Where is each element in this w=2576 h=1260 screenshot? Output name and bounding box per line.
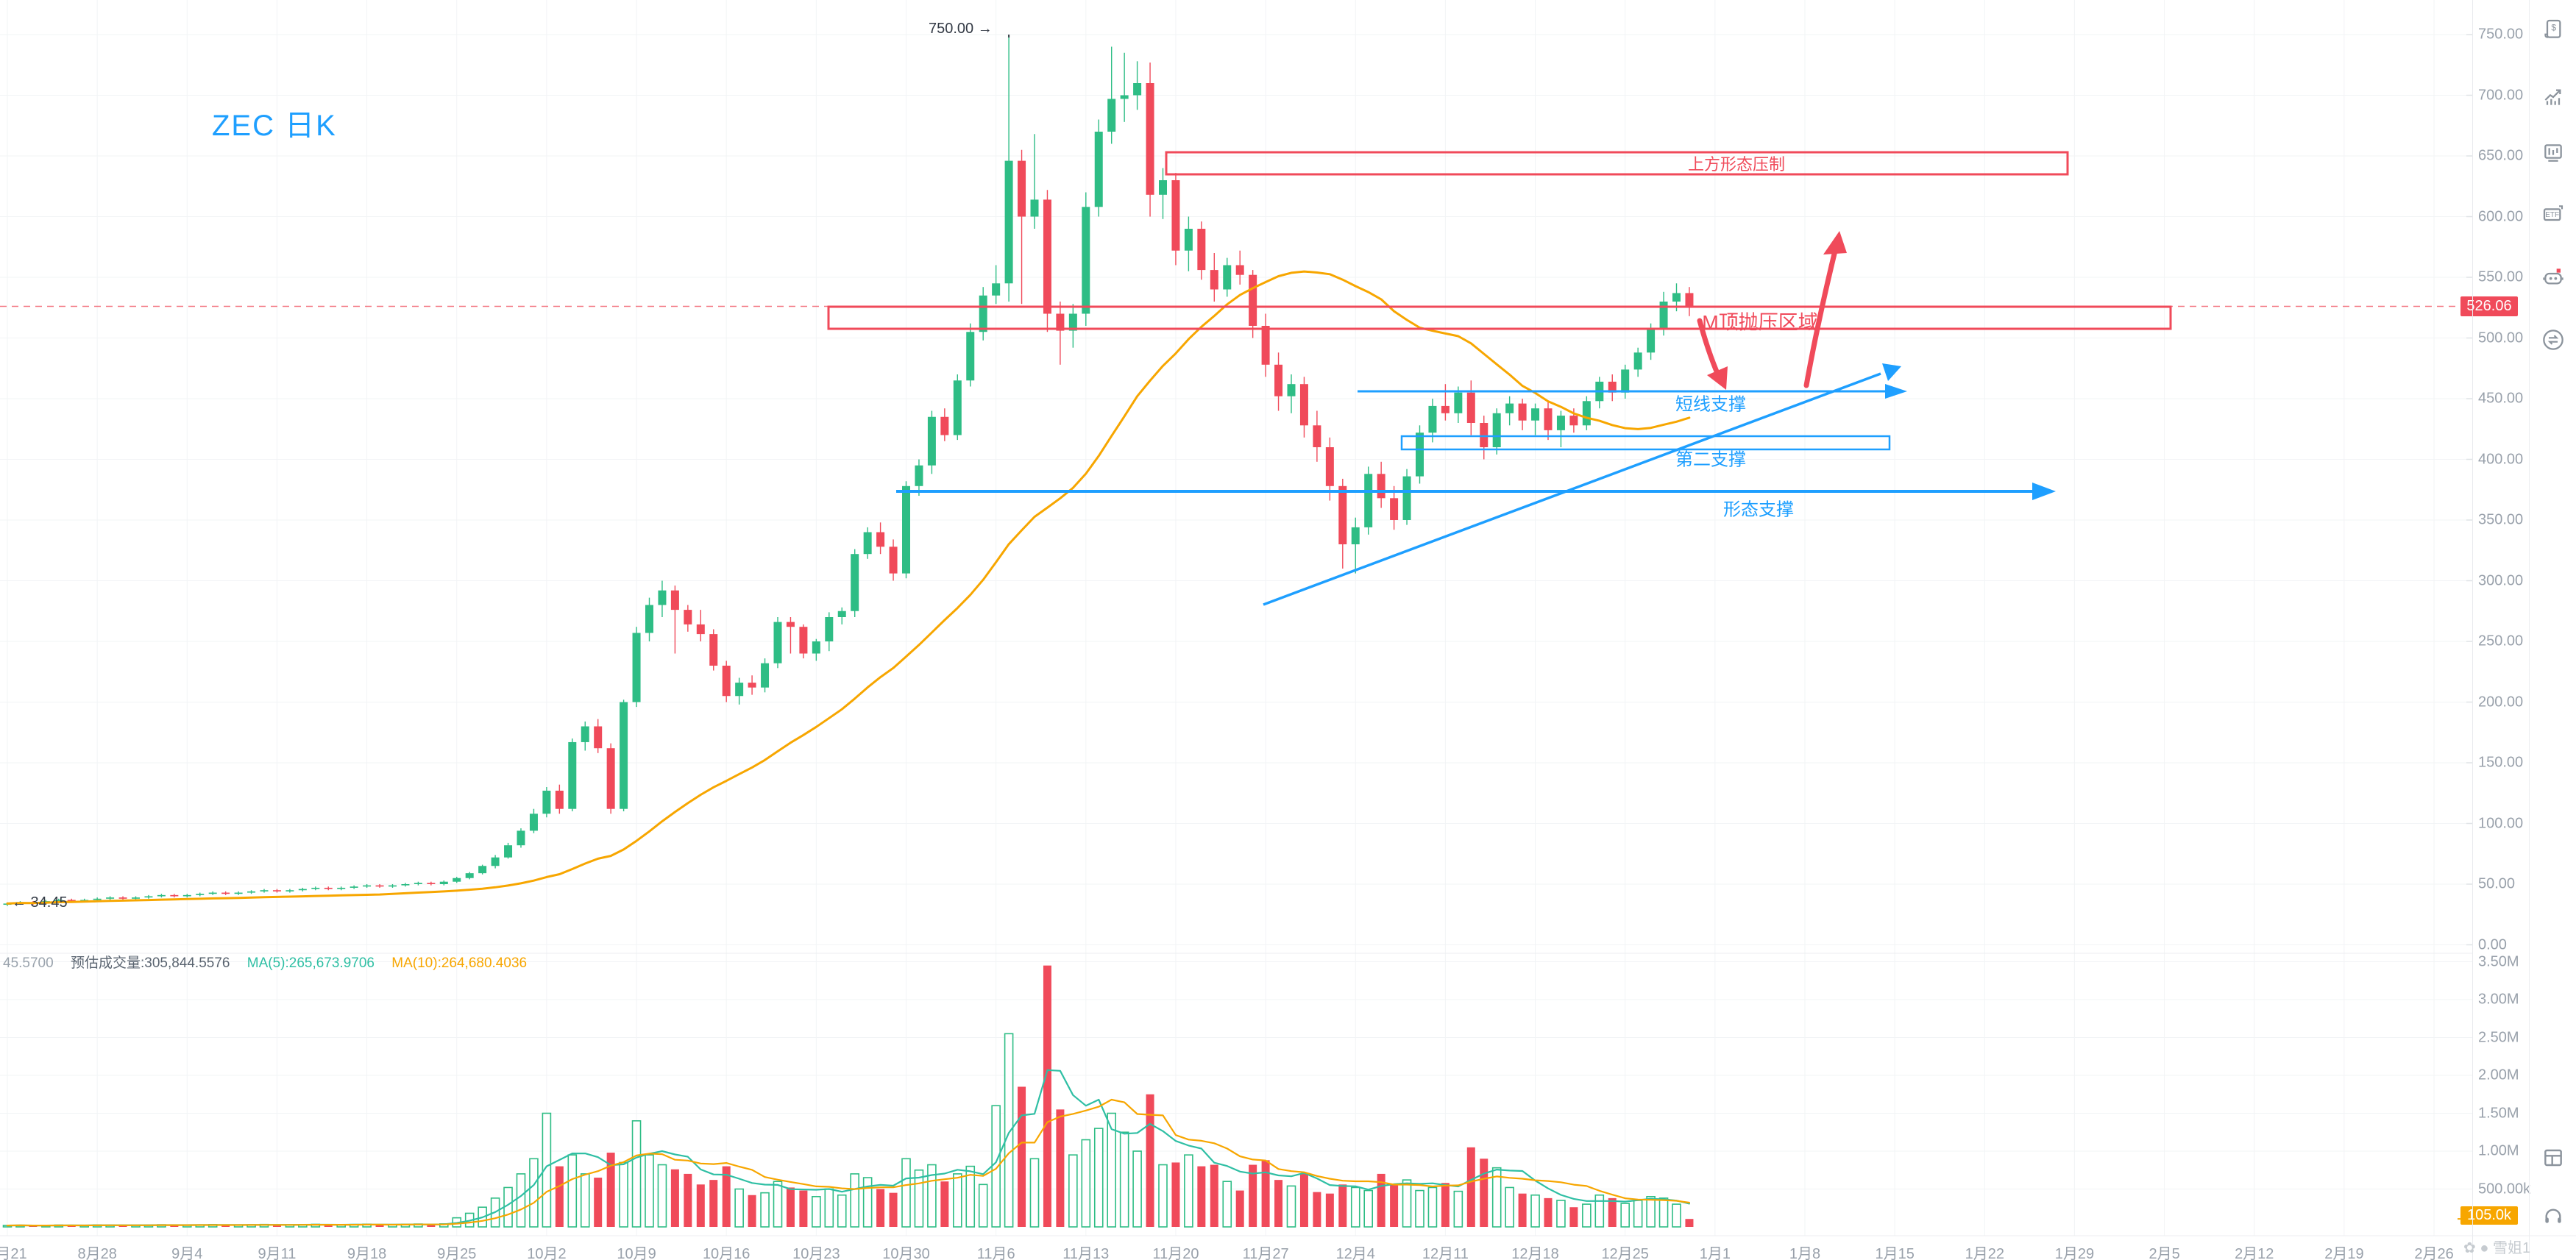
legend-vol-ma5: MA(5):265,673.9706 (246, 955, 375, 971)
date-tick-label: 2月19 (2324, 1246, 2364, 1260)
legend-vol-ma10: MA(10):264,680.4036 (391, 955, 528, 971)
date-tick-label: 11月20 (1152, 1246, 1199, 1260)
etf-icon[interactable]: ETF (2541, 202, 2565, 226)
second-support-label: 第二支撑 (1675, 449, 1746, 470)
date-tick-label: 1月8 (1789, 1246, 1821, 1260)
watermark: ✿ ● 雪姐1 (2463, 1240, 2531, 1256)
convert-icon[interactable] (2541, 328, 2565, 352)
date-tick-label: 12月11 (1422, 1246, 1469, 1260)
price-tick-label: 100.00 (2478, 815, 2524, 831)
date-tick-label: 10月16 (702, 1246, 751, 1260)
price-tick-label: 250.00 (2478, 633, 2524, 649)
price-tick-label: 300.00 (2478, 572, 2524, 588)
upper-resistance-label: 上方形态压制 (1687, 155, 1786, 174)
volume-tick-label: 3.00M (2478, 991, 2519, 1008)
date-tick-label: 10月9 (617, 1246, 656, 1260)
price-tick-label: 0.00 (2478, 936, 2507, 953)
date-tick-label: 2月5 (2149, 1246, 2180, 1260)
date-tick-label: 10月23 (792, 1246, 840, 1260)
last-price-badge: 526.06 (2460, 296, 2518, 316)
price-tick-label: 750.00 (2478, 26, 2524, 43)
kline-panel-icon[interactable] (2541, 141, 2565, 165)
volume-tick-label: 1.50M (2478, 1105, 2519, 1121)
mtop-pressure-label: M顶抛压区域 (1702, 311, 1818, 334)
date-tick-label: 12月4 (1335, 1246, 1375, 1260)
high-price-marker: 750.00 → (929, 21, 993, 37)
symbol-title: ZEC 日K (212, 110, 337, 142)
price-tick-label: 350.00 (2478, 511, 2524, 528)
date-tick-label: 2月12 (2235, 1246, 2274, 1260)
bot-icon[interactable] (2541, 265, 2565, 288)
billing-icon[interactable]: $ (2541, 18, 2565, 41)
market-trend-icon[interactable] (2541, 85, 2565, 109)
price-tick-label: 200.00 (2478, 694, 2524, 710)
date-tick-label: 10月30 (882, 1246, 930, 1260)
date-tick-label: 11月27 (1242, 1246, 1289, 1260)
date-tick-label: 2月26 (2414, 1246, 2454, 1260)
date-tick-label: 8月28 (77, 1246, 117, 1260)
date-tick-label: 12月18 (1511, 1246, 1559, 1260)
svg-text:ETF: ETF (2545, 211, 2559, 219)
date-tick-label: 1月29 (2054, 1246, 2095, 1260)
date-tick-label: 9月25 (437, 1246, 477, 1260)
date-tick-label: 9月11 (258, 1246, 297, 1260)
date-tick-label: 10月2 (527, 1246, 567, 1260)
price-tick-label: 700.00 (2478, 87, 2524, 103)
volume-tick-label: 2.00M (2478, 1067, 2519, 1083)
price-tick-label: 600.00 (2478, 208, 2524, 224)
headset-icon[interactable] (2541, 1205, 2565, 1228)
volume-tick-label: 1.00M (2478, 1142, 2519, 1159)
date-tick-label: 9月18 (347, 1246, 387, 1260)
date-tick-label: 8月21 (0, 1246, 27, 1260)
price-tick-label: 500.00 (2478, 330, 2524, 346)
volume-tick-label: 500.00k (2478, 1181, 2531, 1197)
price-tick-label: 450.00 (2478, 390, 2524, 407)
last-volume-badge: 105.0k (2460, 1206, 2518, 1225)
axis-divider (2472, 0, 2473, 1260)
price-tick-label: 50.00 (2478, 875, 2516, 892)
low-price-marker: ← 34.45 (12, 894, 68, 911)
svg-text:$: $ (2551, 22, 2556, 32)
date-tick-label: 11月13 (1062, 1246, 1110, 1260)
volume-tick-label: 2.50M (2478, 1029, 2519, 1045)
date-tick-label: 9月4 (171, 1246, 203, 1260)
short-term-support-label: 短线支撑 (1675, 394, 1746, 415)
layout-icon[interactable] (2541, 1146, 2565, 1170)
right-toolbar: $ ETF (2529, 0, 2576, 1260)
price-tick-label: 650.00 (2478, 147, 2524, 164)
volume-legend: 45.5700 预估成交量:305,844.5576 MA(5):265,673… (3, 952, 540, 972)
pattern-support-label: 形态支撑 (1723, 499, 1794, 520)
legend-price-hint: 45.5700 (3, 955, 54, 971)
legend-est-volume: 预估成交量:305,844.5576 (70, 955, 230, 971)
date-tick-label: 1月15 (1875, 1246, 1915, 1260)
date-tick-label: 11月6 (976, 1246, 1015, 1260)
volume-tick-label: 3.50M (2478, 953, 2519, 969)
price-tick-label: 400.00 (2478, 451, 2524, 467)
date-tick-label: 12月25 (1601, 1246, 1649, 1260)
price-tick-label: 550.00 (2478, 268, 2524, 285)
date-tick-label: 1月1 (1699, 1246, 1731, 1260)
date-tick-label: 1月22 (1965, 1246, 2004, 1260)
price-tick-label: 150.00 (2478, 754, 2524, 771)
